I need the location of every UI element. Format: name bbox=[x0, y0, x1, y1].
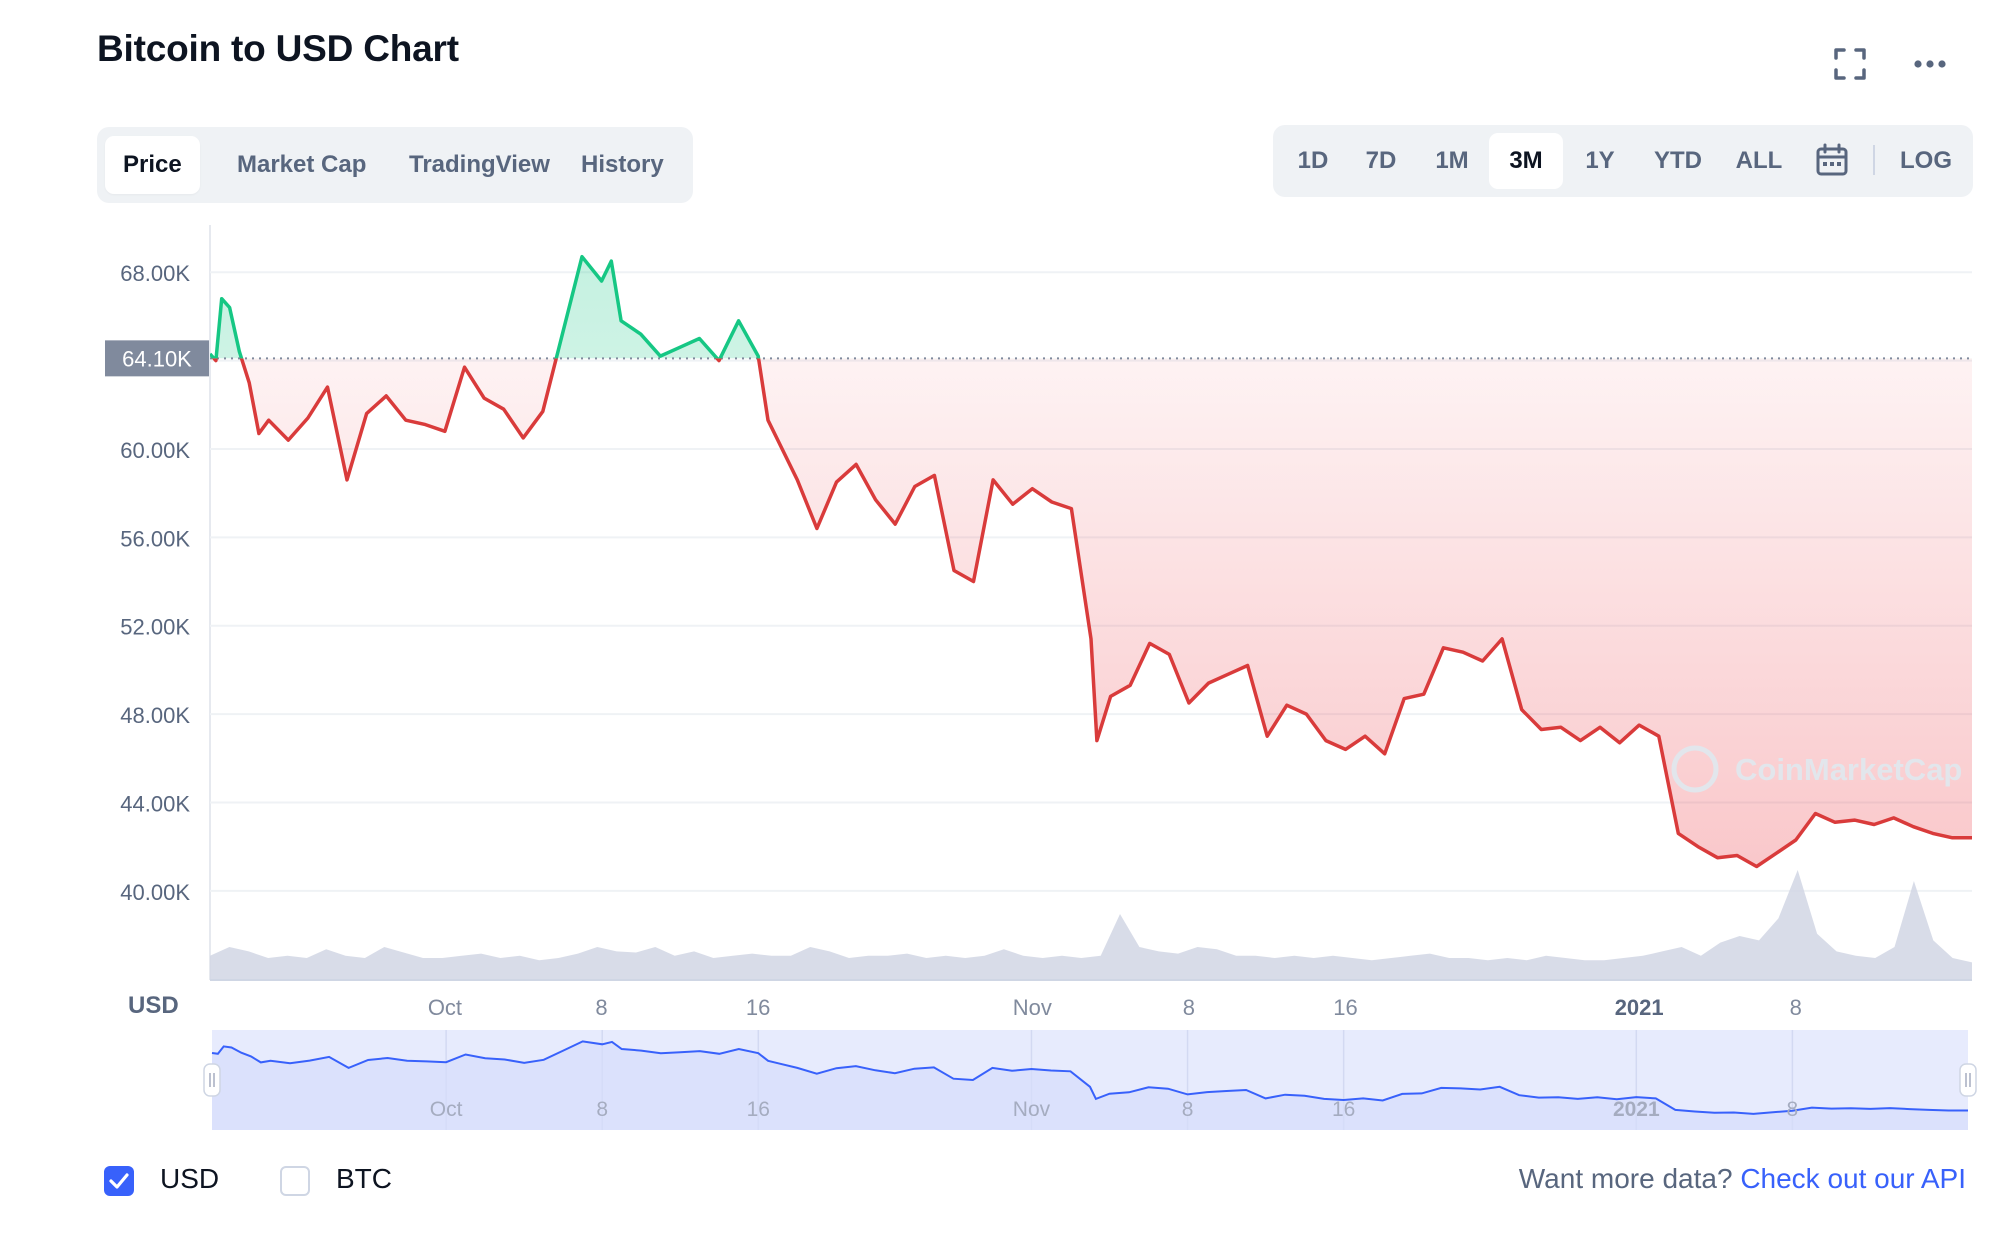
watermark-text: CoinMarketCap bbox=[1735, 752, 1962, 787]
navigator-tick-label: Oct bbox=[430, 1098, 463, 1121]
navigator-tick-label: 16 bbox=[1332, 1098, 1355, 1121]
price-area-below bbox=[213, 358, 1972, 867]
x-tick-label: 8 bbox=[1790, 995, 1802, 1020]
usd-checkbox-label[interactable]: USD bbox=[160, 1163, 220, 1194]
tab-tradingview[interactable]: TradingView bbox=[409, 151, 550, 178]
y-tick-label: 60.00K bbox=[120, 438, 190, 463]
fullscreen-icon[interactable] bbox=[1830, 44, 1870, 84]
usd-checkbox[interactable] bbox=[104, 1166, 134, 1196]
tab-history[interactable]: History bbox=[581, 151, 664, 178]
navigator-left-handle[interactable] bbox=[203, 1063, 221, 1097]
navigator-tick-label: 8 bbox=[596, 1098, 608, 1121]
y-tick-label: 48.00K bbox=[120, 703, 190, 728]
range-7d[interactable]: 7D bbox=[1365, 147, 1397, 174]
navigator-area bbox=[212, 1041, 1968, 1130]
time-range-selector: 1D 7D 1M 3M 1Y YTD ALL LOG bbox=[1273, 125, 1973, 197]
tab-market-cap[interactable]: Market Cap bbox=[237, 151, 367, 178]
y-tick-label: 44.00K bbox=[120, 791, 190, 816]
price-line-below bbox=[211, 358, 1972, 869]
x-tick-label: 2021 bbox=[1615, 995, 1664, 1020]
btc-checkbox[interactable] bbox=[280, 1166, 310, 1196]
api-prompt-text: Want more data? bbox=[1518, 1163, 1733, 1194]
navigator-tick-label: 2021 bbox=[1613, 1098, 1660, 1121]
volume-area bbox=[210, 870, 1972, 980]
more-dots-icon[interactable] bbox=[1910, 44, 1950, 84]
navigator-line bbox=[211, 1040, 1968, 1115]
check-icon bbox=[109, 1173, 129, 1189]
navigator-right-handle[interactable] bbox=[1959, 1063, 1977, 1097]
range-1d[interactable]: 1D bbox=[1297, 147, 1329, 174]
baseline-label-box bbox=[105, 340, 209, 377]
x-tick-label: 8 bbox=[1183, 995, 1195, 1020]
calendar-icon[interactable] bbox=[1815, 143, 1849, 177]
range-3m[interactable]: 3M bbox=[1489, 133, 1563, 189]
chart-title: Bitcoin to USD Chart bbox=[97, 28, 459, 69]
x-tick-label: Nov bbox=[1013, 995, 1052, 1020]
range-ytd[interactable]: YTD bbox=[1654, 147, 1702, 174]
y-tick-label: 52.00K bbox=[120, 615, 190, 640]
currency-axis-label: USD bbox=[128, 992, 179, 1019]
x-tick-label: 8 bbox=[595, 995, 607, 1020]
y-tick-label: 40.00K bbox=[120, 880, 190, 905]
y-tick-label: 68.00K bbox=[120, 261, 190, 286]
navigator-tick-label: 8 bbox=[1787, 1098, 1799, 1121]
btc-checkbox-label[interactable]: BTC bbox=[336, 1163, 392, 1194]
tab-price[interactable]: Price bbox=[105, 136, 200, 194]
x-tick-label: 16 bbox=[746, 995, 770, 1020]
log-scale-toggle[interactable]: LOG bbox=[1900, 147, 1952, 174]
api-promo: Want more data? Check out our API bbox=[1519, 1163, 1966, 1195]
navigator-tick-label: 8 bbox=[1182, 1098, 1194, 1121]
navigator-tick-label: 16 bbox=[747, 1098, 770, 1121]
watermark-logo bbox=[1671, 745, 1719, 793]
api-link[interactable]: Check out our API bbox=[1740, 1163, 1966, 1194]
x-tick-label: 16 bbox=[1333, 995, 1357, 1020]
range-divider bbox=[1873, 145, 1875, 175]
chart-type-tabs: Price Market Cap TradingView History bbox=[97, 127, 693, 203]
baseline-label: 64.10K bbox=[122, 346, 192, 371]
navigator-tick-label: Nov bbox=[1013, 1098, 1051, 1121]
range-all[interactable]: ALL bbox=[1735, 147, 1783, 174]
x-tick-label: Oct bbox=[428, 995, 462, 1020]
range-1y[interactable]: 1Y bbox=[1585, 147, 1615, 174]
range-1m[interactable]: 1M bbox=[1435, 147, 1469, 174]
y-tick-label: 56.00K bbox=[120, 526, 190, 551]
